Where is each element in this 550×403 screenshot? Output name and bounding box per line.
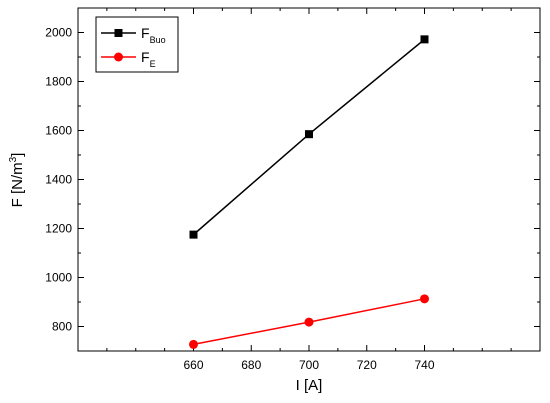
x-axis-label: I [A] (296, 377, 323, 394)
data-point (304, 317, 314, 327)
data-point (189, 230, 198, 239)
y-tick-label: 1200 (45, 222, 72, 236)
legend-label: FE (141, 49, 156, 69)
y-tick-label: 1800 (45, 75, 72, 89)
legend: FBuo FE (95, 16, 179, 73)
legend-box (95, 16, 179, 73)
y-tick-label: 1000 (45, 271, 72, 285)
x-tick-label: 700 (299, 358, 319, 372)
y-axis-label: F [N/m3] (8, 153, 26, 208)
y-tick-label: 1400 (45, 173, 72, 187)
x-tick-label: 720 (357, 358, 377, 372)
legend-marker (114, 52, 123, 62)
legend-marker (114, 29, 123, 37)
data-point (420, 35, 429, 44)
legend-label: FBuo (141, 25, 166, 45)
data-point (305, 130, 313, 139)
y-tick-label: 1600 (45, 124, 72, 138)
x-tick-label: 660 (183, 358, 203, 372)
y-axis: 800 1000 1200 1400 1600 1800 2000 (45, 7, 540, 352)
x-tick-label: 740 (414, 358, 434, 372)
x-axis: 660 680 700 720 740 (106, 8, 512, 372)
legend-entries: FBuo FE (101, 25, 166, 69)
y-tick-label: 800 (52, 320, 72, 334)
x-tick-label: 680 (241, 358, 261, 372)
y-tick-label: 2000 (45, 26, 72, 40)
data-point (420, 294, 429, 304)
series-layer (189, 35, 429, 349)
data-point (189, 339, 198, 349)
